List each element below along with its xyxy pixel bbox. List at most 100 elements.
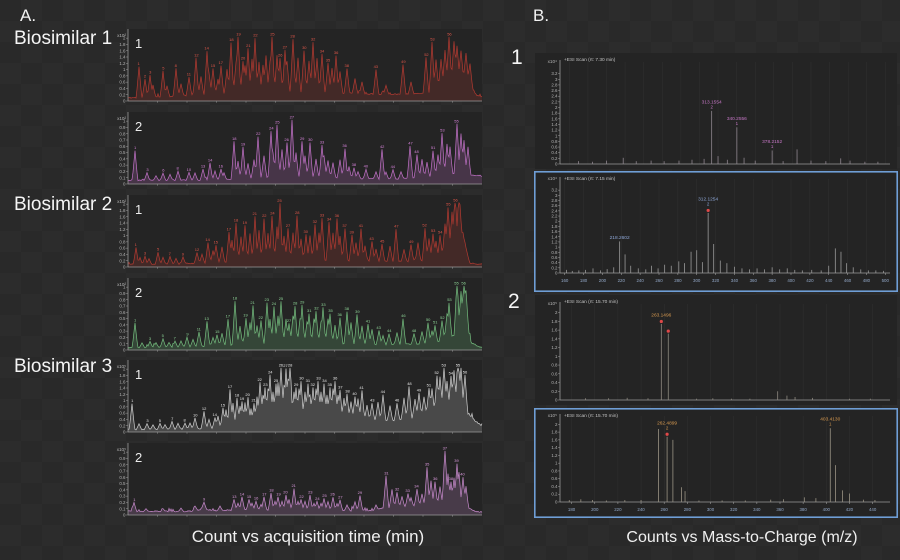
svg-text:2: 2	[123, 36, 126, 41]
svg-text:55: 55	[454, 280, 459, 285]
svg-text:10: 10	[193, 412, 198, 417]
svg-text:2: 2	[123, 367, 126, 372]
svg-text:1.2: 1.2	[119, 61, 126, 66]
svg-text:360: 360	[750, 278, 758, 283]
spectrum-group-1-label: 1	[511, 46, 523, 69]
svg-text:1: 1	[123, 233, 126, 238]
svg-text:1.4: 1.4	[551, 336, 558, 341]
svg-text:2.4: 2.4	[551, 94, 558, 99]
svg-text:0.6: 0.6	[119, 144, 126, 149]
svg-text:42: 42	[380, 144, 385, 149]
svg-text:56: 56	[453, 197, 458, 202]
svg-text:43: 43	[369, 236, 374, 241]
svg-text:260: 260	[661, 507, 669, 512]
svg-text:18: 18	[235, 392, 240, 397]
svg-text:30: 30	[299, 376, 304, 381]
svg-text:28: 28	[295, 210, 300, 215]
svg-text:2.6: 2.6	[551, 203, 558, 208]
svg-text:220: 220	[614, 507, 622, 512]
svg-text:16: 16	[254, 496, 259, 501]
svg-text:280: 280	[674, 278, 682, 283]
svg-text:41: 41	[359, 385, 364, 390]
svg-text:2: 2	[666, 425, 669, 430]
svg-text:1.8: 1.8	[119, 42, 126, 47]
svg-text:5: 5	[162, 333, 165, 338]
svg-text:300: 300	[693, 278, 701, 283]
svg-text:36: 36	[342, 143, 347, 148]
svg-text:25: 25	[275, 119, 280, 124]
svg-text:1.8: 1.8	[551, 430, 558, 435]
svg-text:26: 26	[278, 53, 283, 58]
svg-text:1.4: 1.4	[119, 386, 126, 391]
svg-text:33: 33	[316, 376, 321, 381]
svg-text:1.2: 1.2	[551, 239, 558, 244]
svg-text:220: 220	[618, 278, 626, 283]
svg-text:31: 31	[307, 308, 312, 313]
svg-text:2: 2	[144, 74, 147, 79]
svg-text:10: 10	[187, 167, 192, 172]
svg-text:380: 380	[768, 278, 776, 283]
svg-text:56: 56	[461, 280, 466, 285]
svg-text:35: 35	[425, 462, 430, 467]
chromatogram-a6-biosimilar-3: x10⁵ 0 0.1 0.2 0.3 0.4 0.5 0.6 0.7 0.8 0.9 1 1 9 13 14 1…	[104, 442, 484, 527]
svg-text:2: 2	[555, 310, 558, 315]
svg-text:11: 11	[187, 72, 192, 77]
svg-text:5: 5	[157, 247, 160, 252]
svg-text:1: 1	[555, 245, 558, 250]
svg-text:240: 240	[636, 278, 644, 283]
svg-text:24: 24	[272, 301, 277, 306]
svg-text:25: 25	[277, 198, 282, 203]
svg-text:17: 17	[226, 314, 231, 319]
svg-text:1: 1	[135, 202, 142, 217]
svg-text:0.4: 0.4	[119, 417, 126, 422]
svg-text:1: 1	[131, 398, 134, 403]
svg-text:200: 200	[599, 278, 607, 283]
svg-text:45: 45	[380, 239, 385, 244]
svg-text:0.9: 0.9	[119, 456, 126, 461]
svg-text:0.3: 0.3	[119, 494, 126, 499]
svg-text:+ESI Scan (rt: 7.30 min): +ESI Scan (rt: 7.30 min)	[564, 57, 616, 63]
svg-text:1: 1	[138, 61, 141, 66]
svg-text:0.5: 0.5	[119, 316, 126, 321]
svg-text:48: 48	[414, 149, 419, 154]
svg-text:2: 2	[135, 285, 142, 300]
svg-text:7: 7	[174, 335, 177, 340]
mass-spectrum-b2b: x10⁵ +ESI Scan (rt: 15.70 min) 0 0.2 0.4 0.6 0…	[534, 408, 898, 523]
svg-text:38: 38	[345, 306, 350, 311]
svg-text:0.8: 0.8	[551, 363, 558, 368]
svg-text:19: 19	[241, 141, 246, 146]
svg-text:0.8: 0.8	[119, 131, 126, 136]
svg-text:2: 2	[123, 202, 126, 207]
svg-text:360: 360	[776, 507, 784, 512]
svg-text:0: 0	[555, 271, 558, 276]
svg-text:48: 48	[412, 328, 417, 333]
svg-text:14: 14	[205, 237, 210, 242]
svg-text:0.4: 0.4	[551, 380, 558, 385]
svg-text:17: 17	[228, 384, 233, 389]
svg-text:34: 34	[322, 378, 327, 383]
svg-text:2: 2	[135, 450, 142, 465]
svg-text:14: 14	[208, 157, 213, 162]
svg-text:378.2152: 378.2152	[762, 139, 782, 145]
svg-text:2.2: 2.2	[551, 214, 558, 219]
svg-text:32: 32	[395, 487, 400, 492]
svg-text:56: 56	[447, 31, 452, 36]
svg-text:1: 1	[134, 317, 137, 322]
svg-text:38: 38	[345, 63, 350, 68]
svg-text:0.3: 0.3	[119, 329, 126, 334]
svg-text:24: 24	[270, 211, 275, 216]
chromatogram-a2-biosimilar-1: x10² 0 0.1 0.2 0.3 0.4 0.5 0.6 0.7 0.8 0.9 1 1 3 6 8 10 1…	[104, 111, 484, 196]
svg-text:15: 15	[214, 240, 219, 245]
svg-text:51: 51	[431, 145, 436, 150]
svg-text:0.2: 0.2	[551, 389, 558, 394]
svg-text:1: 1	[771, 144, 774, 149]
svg-text:25: 25	[274, 378, 279, 383]
svg-text:0.8: 0.8	[551, 139, 558, 144]
svg-text:18: 18	[229, 37, 234, 42]
svg-text:0.8: 0.8	[551, 250, 558, 255]
svg-text:1.6: 1.6	[551, 328, 558, 333]
svg-text:38: 38	[345, 388, 350, 393]
svg-text:400: 400	[787, 278, 795, 283]
svg-text:47: 47	[394, 224, 399, 229]
svg-text:44: 44	[391, 164, 396, 169]
